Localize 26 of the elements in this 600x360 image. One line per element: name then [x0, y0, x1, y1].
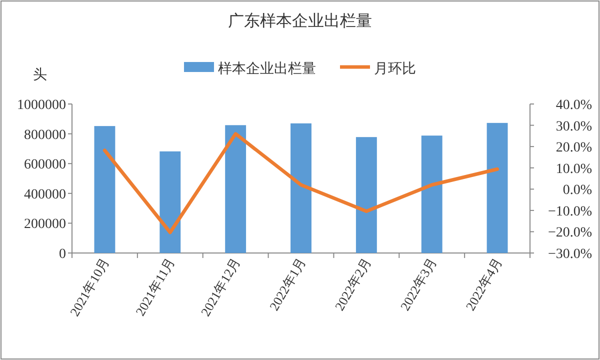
y2-tick-label: −20.0%: [548, 226, 592, 241]
y-tick-label: 200000: [24, 217, 66, 232]
legend-label: 样本企业出栏量: [218, 61, 316, 77]
bar: [486, 122, 508, 253]
bar: [290, 123, 312, 253]
y2-tick-label: −30.0%: [548, 247, 592, 262]
legend-label: 月环比: [374, 61, 416, 77]
y2-tick-label: 30.0%: [556, 119, 592, 134]
y-tick-label: 800000: [24, 128, 66, 143]
bar: [94, 126, 116, 253]
line-series: [102, 132, 500, 234]
chart-title: 广东样本企业出栏量: [228, 12, 372, 30]
y2-tick-label: 10.0%: [556, 162, 592, 177]
y-tick-label: 0: [59, 247, 66, 262]
y-tick-label: 1000000: [17, 98, 66, 113]
y2-tick-label: 20.0%: [556, 140, 592, 156]
bar: [160, 151, 181, 253]
y-tick-label: 600000: [24, 158, 66, 173]
y2-tick-label: 40.0%: [556, 98, 592, 113]
y-tick-label: 400000: [24, 187, 66, 202]
bar: [421, 136, 442, 253]
bar: [356, 137, 377, 253]
bar: [225, 125, 246, 253]
y2-tick-label: 0.0%: [562, 183, 592, 198]
y-axis-title: 头: [33, 67, 47, 83]
y2-tick-label: −10.0%: [548, 204, 592, 220]
